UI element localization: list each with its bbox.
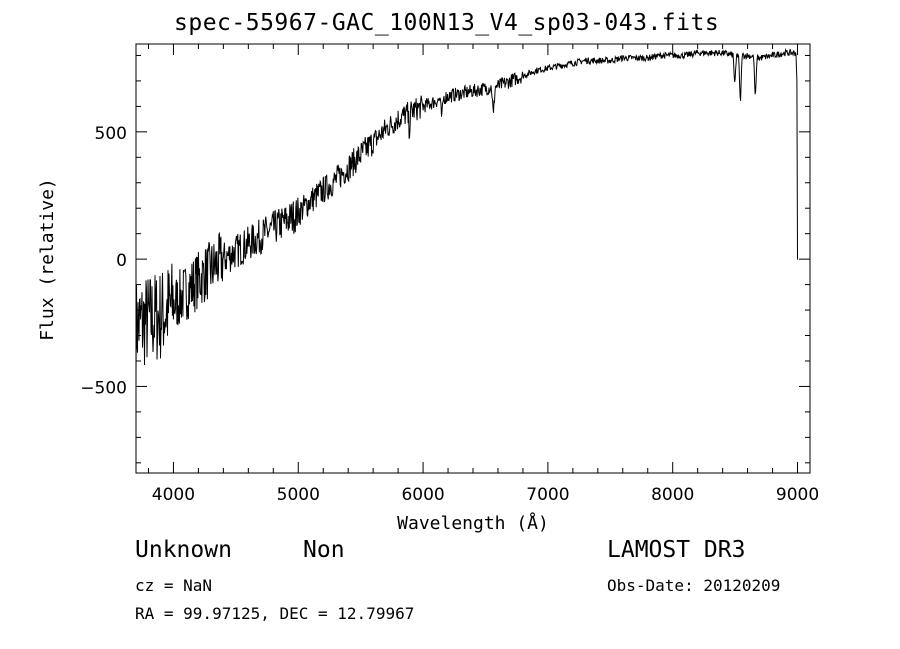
- axis-ticks: [136, 44, 810, 473]
- survey-name: LAMOST DR3: [607, 537, 746, 563]
- plot-frame: [135, 43, 811, 474]
- x-tick-label: 9000: [776, 485, 819, 505]
- x-tick-label: 4000: [152, 485, 195, 505]
- observation-date: Obs-Date: 20120209: [607, 576, 781, 595]
- coordinates-label: RA = 99.97125, DEC = 12.79967: [135, 604, 415, 623]
- object-class: Unknown: [135, 537, 232, 563]
- flux-series-line: [135, 47, 798, 374]
- y-axis-label: Flux (relative): [37, 178, 58, 341]
- x-tick-label: 7000: [526, 485, 569, 505]
- y-tick-label: −500: [80, 378, 127, 398]
- chart-title: spec-55967-GAC_100N13_V4_sp03-043.fits: [174, 10, 720, 36]
- x-tick-label: 5000: [277, 485, 320, 505]
- y-tick-label: 500: [95, 124, 127, 144]
- y-tick-label: 0: [116, 251, 127, 271]
- x-tick-label: 6000: [401, 485, 444, 505]
- redshift-label: cz = NaN: [135, 576, 213, 595]
- x-axis-label: Wavelength (Å): [397, 512, 549, 534]
- x-tick-label: 8000: [651, 485, 694, 505]
- axis-tick-labels: 4000 5000 6000 7000 8000 9000 −500 0 500: [80, 124, 819, 505]
- object-subclass: Non: [303, 537, 345, 563]
